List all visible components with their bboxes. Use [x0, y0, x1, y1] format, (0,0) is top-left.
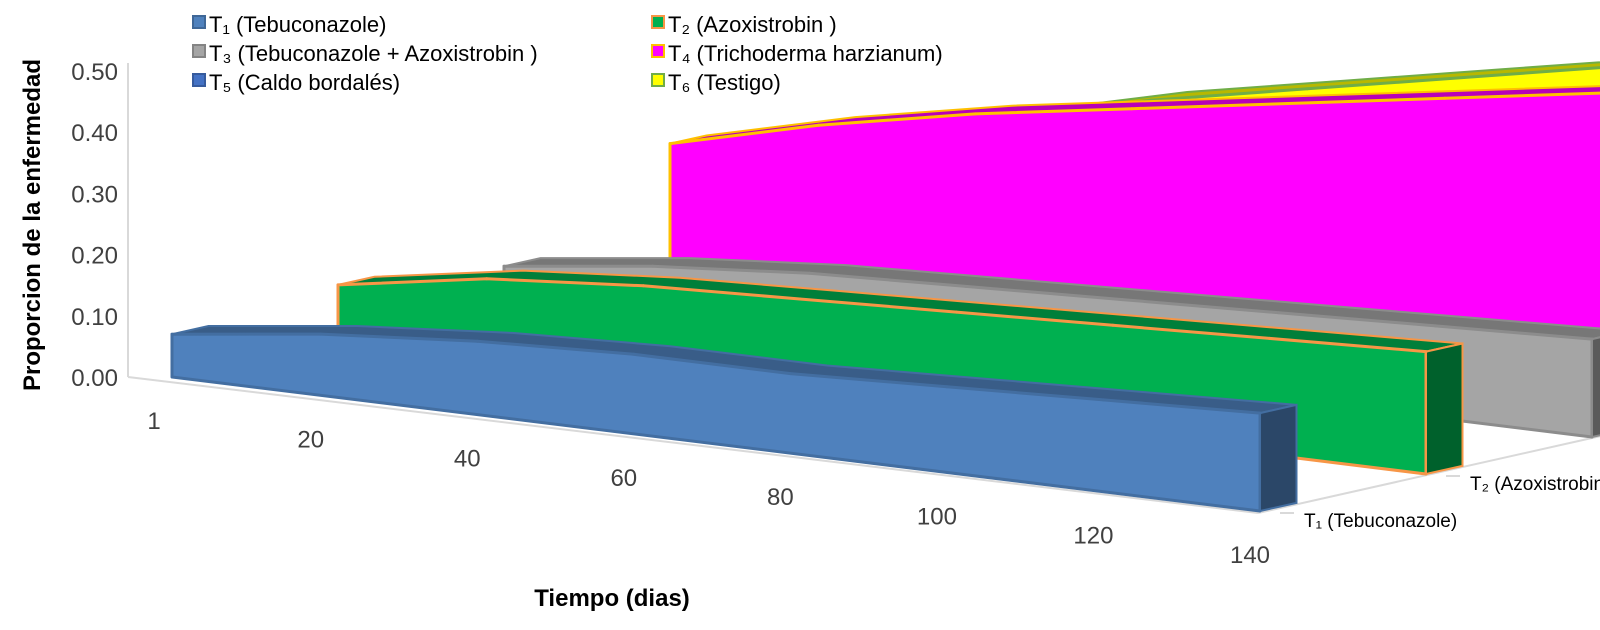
chart-series-areas [170, 61, 1600, 513]
x-tick-label: 80 [767, 484, 794, 511]
legend-swatch [192, 73, 206, 87]
data-point [668, 142, 672, 146]
legend-swatch [651, 44, 665, 58]
data-point [336, 283, 340, 287]
data-point [1258, 411, 1262, 415]
x-tick-label: 120 [1073, 523, 1113, 550]
data-point [807, 271, 811, 275]
data-point [1462, 76, 1466, 79]
x-tick-label: 60 [610, 465, 637, 492]
data-point [319, 332, 323, 336]
y-tick-label: 0.20 [71, 243, 118, 270]
y-tick-labels: 0.00 0.10 0.20 0.30 0.40 0.50 [71, 59, 118, 392]
legend-label: T₆ (Testigo) [668, 70, 781, 95]
data-point [475, 339, 479, 343]
y-tick-label: 0.10 [71, 304, 118, 331]
legend-label: T₃ (Tebuconazole + Azoxistrobin ) [209, 41, 538, 66]
series-area [170, 325, 1298, 513]
legend-label: T₅ (Caldo bordalés) [209, 70, 400, 95]
data-point [485, 277, 489, 281]
data-point [1434, 324, 1437, 328]
depth-tick-label: T₂ (Azoxistrobin ) [1470, 474, 1600, 495]
data-point [964, 284, 968, 288]
data-point [788, 372, 792, 376]
legend-label: T₄ (Trichoderma harzianum) [668, 41, 943, 66]
data-point [973, 112, 977, 116]
data-point [798, 297, 802, 301]
chart-walls [127, 63, 1600, 514]
x-axis-label: Tiempo (dias) [534, 585, 690, 612]
depth-axis-line [1257, 435, 1600, 514]
data-point [1111, 323, 1115, 327]
data-point [1102, 398, 1105, 402]
data-point [632, 352, 636, 356]
data-point [817, 123, 821, 127]
data-point [170, 332, 174, 336]
data-point [1120, 298, 1124, 302]
x-axis-line [127, 376, 1259, 514]
y-tick-label: 0.40 [71, 120, 118, 147]
data-point [651, 264, 655, 268]
y-axis-label: Proporcion de la enfermedad [19, 59, 46, 391]
data-point [1305, 87, 1309, 91]
legend-label: T₁ (Tebuconazole) [209, 12, 386, 37]
data-point [954, 310, 958, 314]
legend: T₁ (Tebuconazole) T₂ (Azoxistrobin ) T₃ (T… [192, 12, 943, 95]
y-tick-label: 0.30 [71, 181, 118, 208]
legend-swatch [192, 15, 206, 29]
depth-tick-labels: T₁ (Tebuconazole)T₂ (Azoxistrobin )T₃ (T… [1280, 474, 1600, 532]
data-point [945, 385, 949, 389]
x-tick-label: 1 [147, 408, 160, 435]
area-end-cap [1259, 403, 1298, 513]
x-tick-label: 140 [1230, 542, 1270, 569]
data-point [502, 264, 506, 268]
y-tick-label: 0.00 [71, 365, 118, 392]
data-point [1130, 107, 1134, 111]
data-point [1286, 102, 1290, 105]
data-point [1424, 350, 1428, 354]
depth-tick-label: T₁ (Tebuconazole) [1304, 511, 1457, 532]
area-end-cap [1591, 336, 1600, 439]
x-tick-label: 20 [297, 426, 324, 453]
data-point [1590, 337, 1594, 341]
x-tick-label: 40 [454, 446, 481, 473]
x-tick-label: 100 [917, 503, 957, 530]
legend-swatch [651, 15, 665, 29]
legend-swatch [192, 44, 206, 58]
data-point [1443, 96, 1447, 100]
data-point [1277, 311, 1281, 315]
area-end-cap [1425, 342, 1464, 476]
legend-label: T₂ (Azoxistrobin ) [668, 12, 837, 37]
data-point [641, 284, 645, 288]
legend-swatch [651, 73, 665, 87]
y-tick-label: 0.50 [71, 59, 118, 86]
data-point [1268, 336, 1271, 340]
